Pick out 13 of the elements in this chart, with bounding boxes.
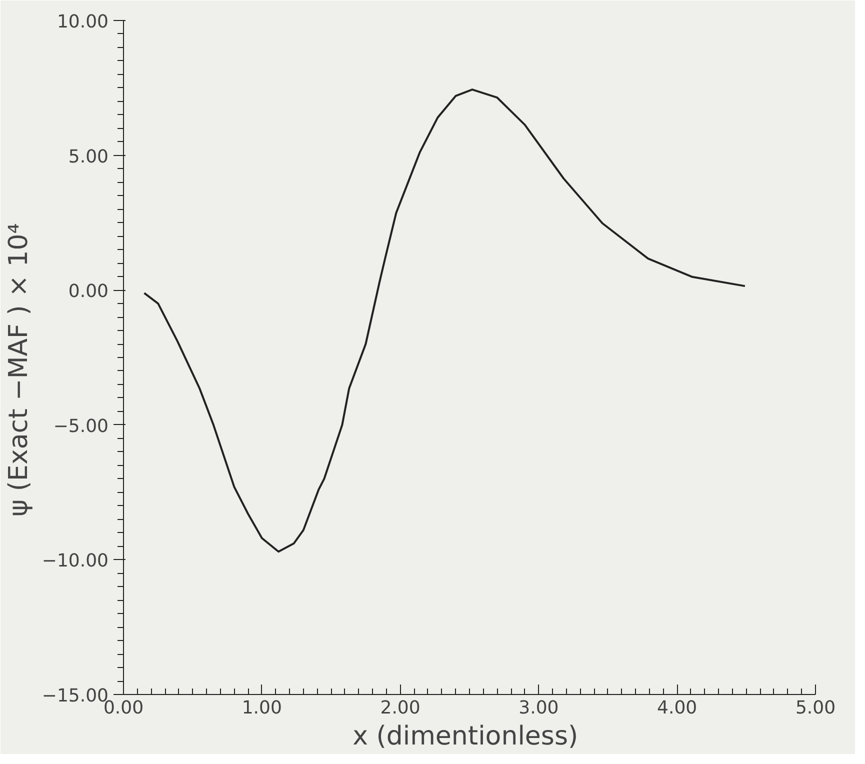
line-series xyxy=(143,88,746,553)
y-tick-label: −5.00 xyxy=(53,416,109,437)
y-tick-label: 10.00 xyxy=(56,12,108,32)
x-axis-title: x (dimentionless) xyxy=(352,722,578,752)
y-tick-label: 0.00 xyxy=(68,281,108,302)
y-tick-label: 5.00 xyxy=(68,146,108,168)
x-tick-label: 2.00 xyxy=(380,698,420,718)
x-tick-label: 4.00 xyxy=(657,698,698,718)
y-tick-label: −10.00 xyxy=(42,550,109,572)
x-tick-label: 5.00 xyxy=(795,698,836,718)
x-tick-label: 1.00 xyxy=(242,698,282,718)
x-tick-label: 3.00 xyxy=(518,698,559,718)
y-axis-title: ψ (Exact −MAF ) × 10⁴ xyxy=(4,223,34,517)
